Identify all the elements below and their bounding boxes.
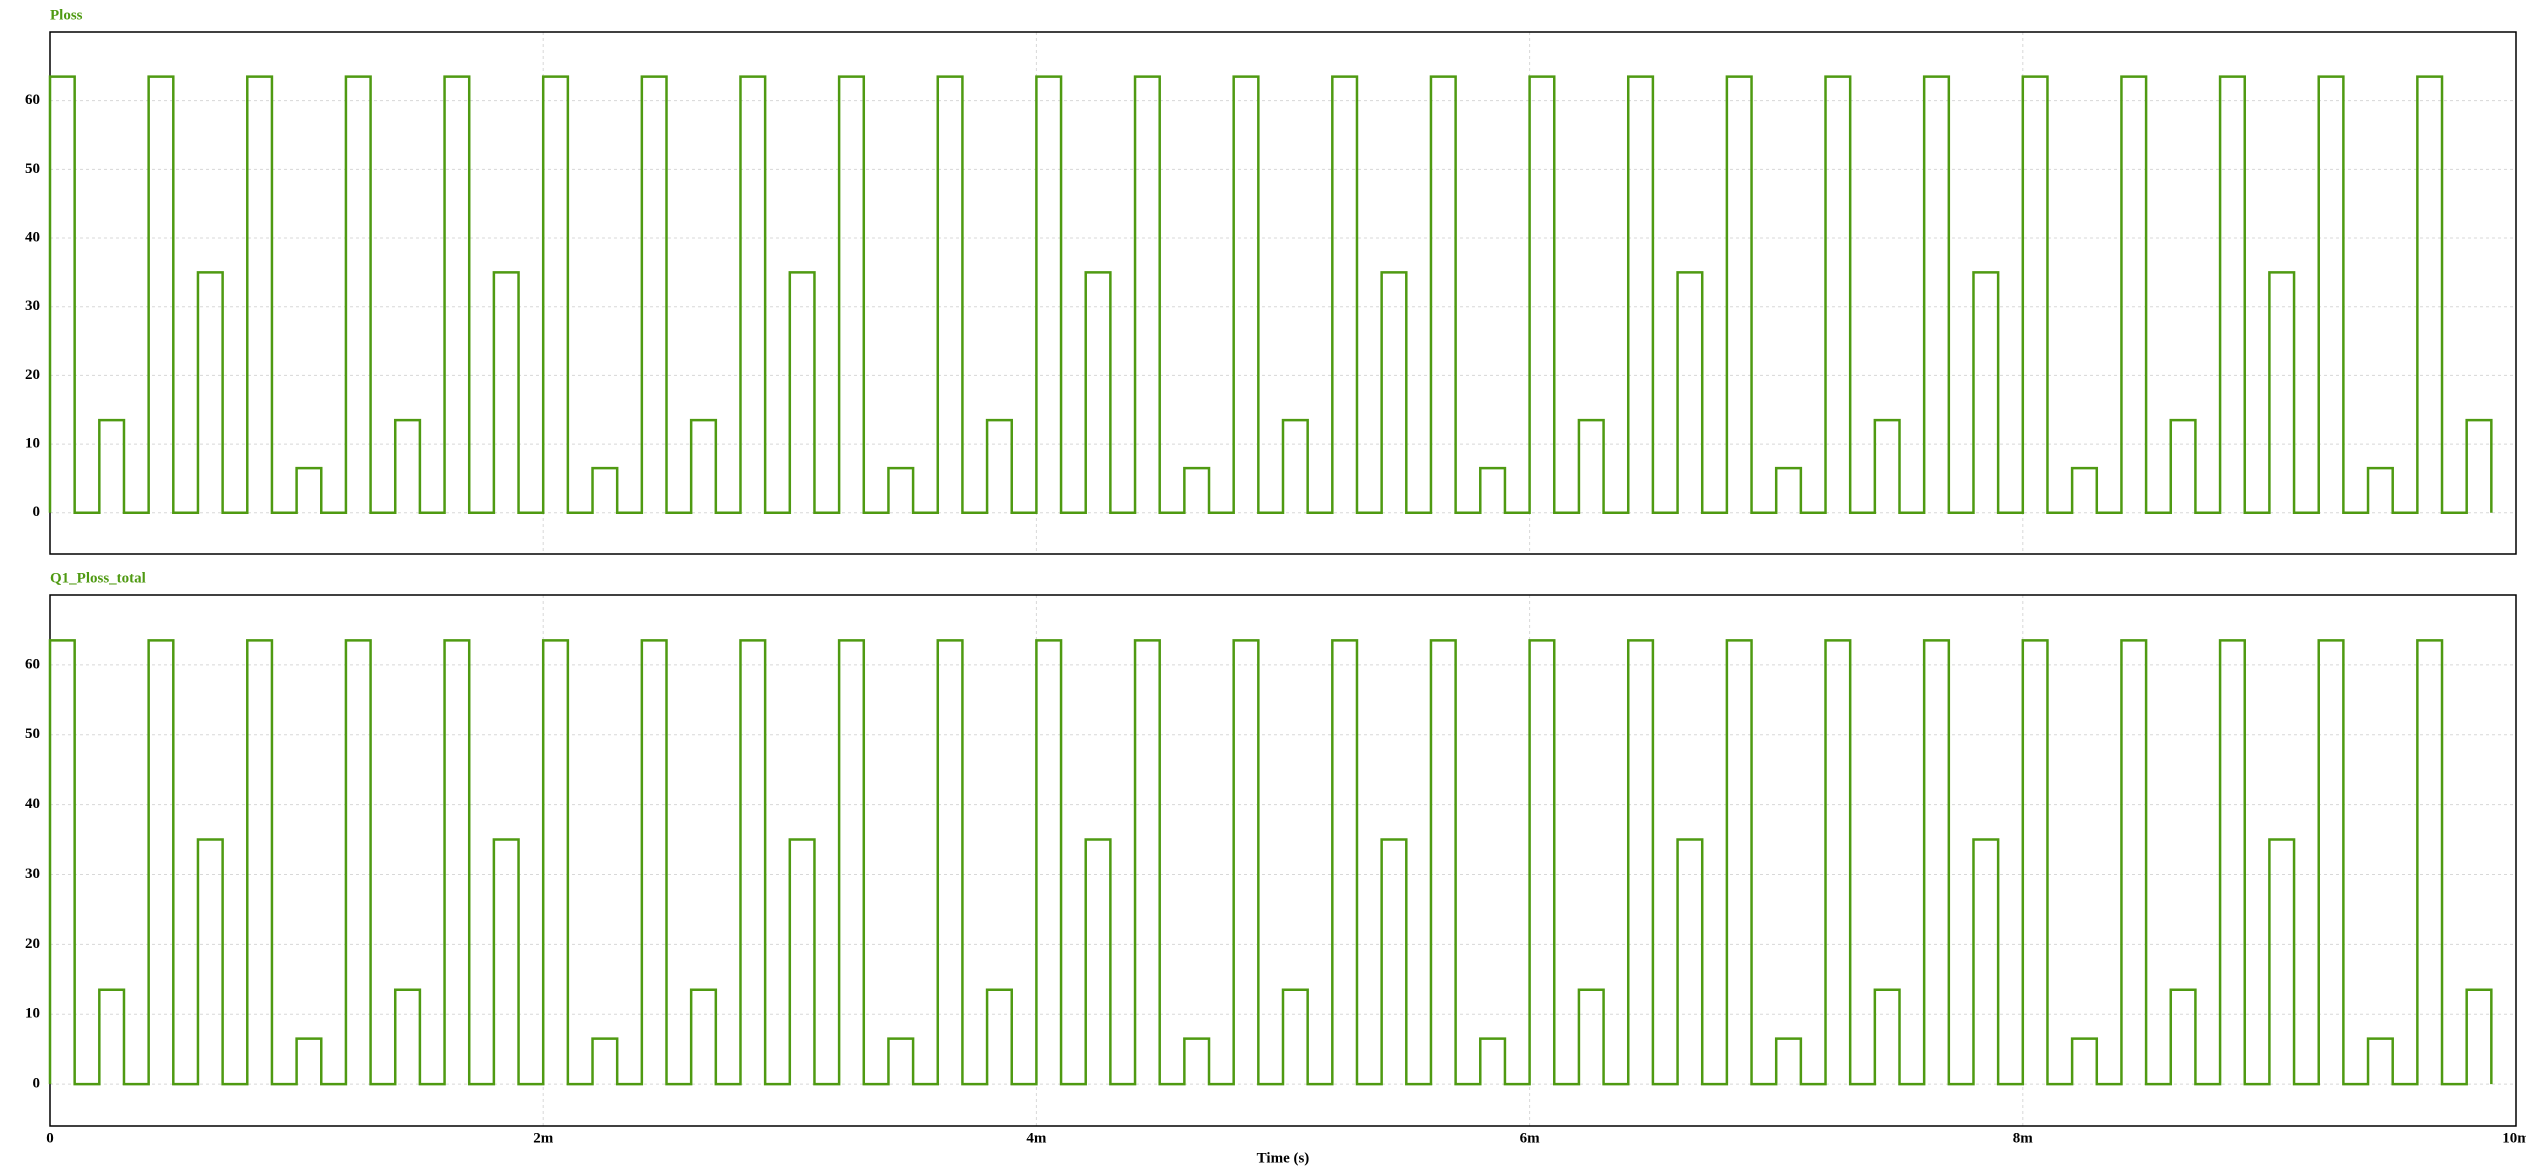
y-tick-label: 50 — [25, 726, 40, 742]
x-tick-label: 2m — [533, 1130, 554, 1146]
chart-title: Ploss — [50, 7, 83, 23]
y-tick-label: 20 — [25, 936, 40, 952]
x-tick-label: 0 — [46, 1130, 54, 1146]
y-tick-label: 10 — [25, 1006, 40, 1022]
chart-title: Q1_Ploss_total — [50, 570, 146, 586]
y-tick-label: 30 — [25, 866, 40, 882]
y-tick-label: 40 — [25, 229, 40, 245]
y-tick-label: 60 — [25, 92, 40, 108]
x-axis-label: Time (s) — [1257, 1150, 1310, 1166]
y-tick-label: 30 — [25, 298, 40, 314]
y-tick-label: 40 — [25, 796, 40, 812]
x-tick-label: 6m — [1520, 1130, 1541, 1146]
y-tick-label: 10 — [25, 436, 40, 452]
x-tick-label: 10m — [2502, 1130, 2526, 1146]
y-tick-label: 60 — [25, 656, 40, 672]
y-tick-label: 0 — [33, 504, 41, 520]
y-tick-label: 50 — [25, 161, 40, 177]
y-tick-label: 0 — [33, 1076, 41, 1092]
y-tick-label: 20 — [25, 367, 40, 383]
waveform — [48, 75, 2493, 515]
x-tick-label: 8m — [2013, 1130, 2034, 1146]
x-tick-label: 4m — [1026, 1130, 1047, 1146]
waveform — [48, 639, 2493, 1086]
